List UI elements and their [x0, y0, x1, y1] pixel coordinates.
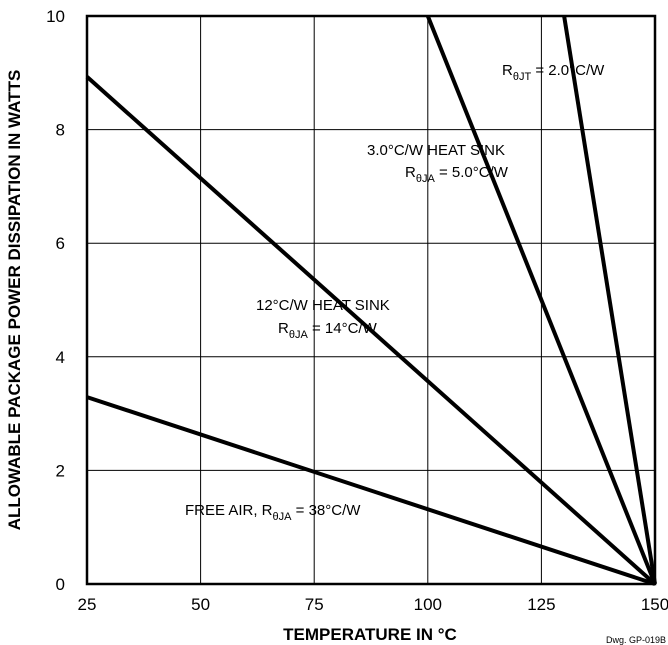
free-air-text: FREE AIR, R — [185, 502, 273, 519]
heatsink-3-suffix: = 5.0°C/W — [435, 164, 509, 181]
tick-labels: 25 50 75 100 125 150 0 2 4 6 8 10 — [46, 7, 668, 614]
plot-frame — [85, 14, 657, 586]
y-tick-label: 0 — [56, 575, 65, 594]
x-tick-label: 150 — [641, 595, 668, 614]
heatsink-3-r: R — [405, 164, 416, 181]
x-tick-label: 75 — [305, 595, 324, 614]
y-tick-label: 8 — [56, 121, 65, 140]
grid — [87, 16, 655, 584]
y-tick-label: 10 — [46, 7, 65, 26]
heatsink-12-r: R — [278, 320, 289, 337]
series-layer — [85, 15, 657, 586]
free-air-label: FREE AIR, RθJA = 38°C/W — [185, 502, 361, 523]
junction-tab-label: RθJT = 2.0°C/W — [502, 62, 605, 83]
y-tick-label: 4 — [56, 348, 65, 367]
junction-tab-suffix: = 2.0°C/W — [531, 62, 605, 79]
x-tick-label: 100 — [414, 595, 442, 614]
series-line-3 — [425, 15, 657, 585]
series-line-1 — [86, 395, 656, 586]
x-tick-label: 50 — [191, 595, 210, 614]
y-axis-label: ALLOWABLE PACKAGE POWER DISSIPATION IN W… — [5, 70, 24, 531]
x-tick-label: 125 — [527, 595, 555, 614]
y-tick-label: 6 — [56, 234, 65, 253]
free-air-sub: θJA — [273, 511, 293, 523]
heatsink-12-label: 12°C/W HEAT SINK — [256, 297, 390, 314]
x-axis-label: TEMPERATURE IN °C — [283, 625, 457, 644]
junction-tab-r: R — [502, 62, 513, 79]
y-tick-label: 2 — [56, 461, 65, 480]
heatsink-3-rtheta: RθJA = 5.0°C/W — [405, 164, 509, 185]
heatsink-3-label: 3.0°C/W HEAT SINK — [367, 142, 505, 159]
x-tick-label: 25 — [78, 595, 97, 614]
heatsink-12-sub: θJA — [289, 329, 309, 341]
heatsink-3-sub: θJA — [416, 173, 436, 185]
heatsink-12-rtheta: RθJA = 14°C/W — [278, 320, 378, 341]
series-line-2 — [85, 75, 657, 586]
free-air-suffix: = 38°C/W — [292, 502, 362, 519]
drawing-number: Dwg. GP-019B — [606, 635, 666, 645]
series-line-4 — [562, 15, 657, 585]
junction-tab-sub: θJT — [513, 71, 532, 83]
heatsink-12-suffix: = 14°C/W — [308, 320, 378, 337]
